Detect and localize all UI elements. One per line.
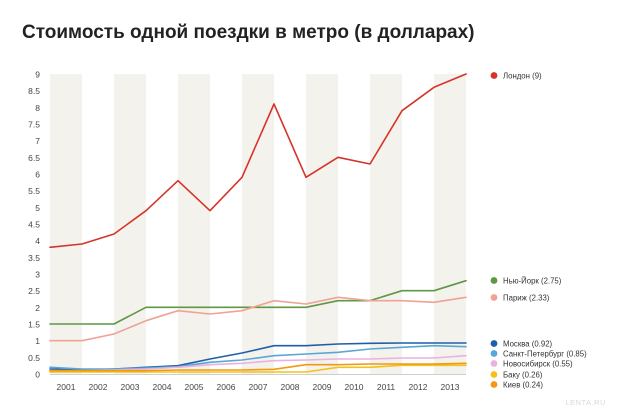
y-tick-label: 2 [35,303,40,313]
grid-band [242,74,274,374]
legend-marker-7 [490,381,498,388]
y-tick-label: 7.5 [28,120,40,130]
y-tick-label: 4.5 [28,220,40,230]
x-tick-label: 2008 [281,382,300,392]
series-line-7 [49,362,467,372]
legend-label-5: Новосибирск (0.55) [503,360,573,369]
grid-band [114,74,146,374]
x-tick-label: 2012 [409,382,428,392]
x-tick-label: 2004 [153,382,172,392]
y-tick-label: 7 [35,136,40,146]
y-tick-label: 8.5 [28,86,40,96]
y-tick-label: 3 [35,270,40,280]
grid-band [306,74,338,374]
x-tick-label: 2009 [313,382,332,392]
y-tick-label: 6 [35,170,40,180]
legend-marker-1 [490,277,498,284]
grid-band [370,74,402,374]
series-line-4 [49,344,467,370]
x-tick-label: 2001 [57,382,76,392]
legend-marker-0 [490,72,498,79]
legend-label-7: Киев (0.24) [503,381,543,390]
y-tick-label: 4 [35,236,40,246]
grid-band [50,74,82,374]
x-tick-label: 2003 [121,382,140,392]
legend-marker-5 [490,360,498,367]
x-tick-label: 2005 [185,382,204,392]
legend-marker-4 [490,350,498,357]
chart-title: Стоимость одной поездки в метро (в долла… [22,22,475,43]
x-tick-label: 2013 [441,382,460,392]
series-line-1 [49,279,467,325]
legend-marker-2 [490,294,498,301]
legend-label-0: Лондон (9) [503,72,542,81]
grid-band [178,74,210,374]
y-tick-label: 1 [35,336,40,346]
legend-marker-6 [490,371,498,378]
legend-marker-3 [490,340,498,347]
y-tick-label: 9 [35,70,40,80]
y-tick-label: 3.5 [28,253,40,263]
y-tick-label: 0 [35,370,40,380]
x-tick-label: 2006 [217,382,236,392]
series-line-0 [49,73,467,249]
series-line-6 [49,364,467,373]
legend-label-1: Нью-Йорк (2.75) [503,277,562,286]
y-tick-label: 5.5 [28,186,40,196]
y-tick-label: 8 [35,103,40,113]
y-tick-label: 0.5 [28,353,40,363]
y-tick-label: 5 [35,203,40,213]
grid-band [434,74,466,374]
y-tick-label: 2.5 [28,286,40,296]
legend-label-3: Москва (0.92) [503,340,553,349]
y-tick-label: 6.5 [28,153,40,163]
x-tick-label: 2007 [249,382,268,392]
series-line-5 [49,354,467,372]
x-tick-label: 2010 [345,382,364,392]
legend-label-4: Санкт-Петербург (0.85) [503,350,587,359]
legend-label-6: Баку (0.26) [503,371,543,380]
series-line-2 [49,296,467,342]
x-tick-label: 2002 [89,382,108,392]
watermark-text: LENTA.RU [565,398,606,407]
legend-label-2: Париж (2.33) [503,294,550,303]
x-tick-label: 2011 [377,382,396,392]
y-tick-label: 1.5 [28,320,40,330]
